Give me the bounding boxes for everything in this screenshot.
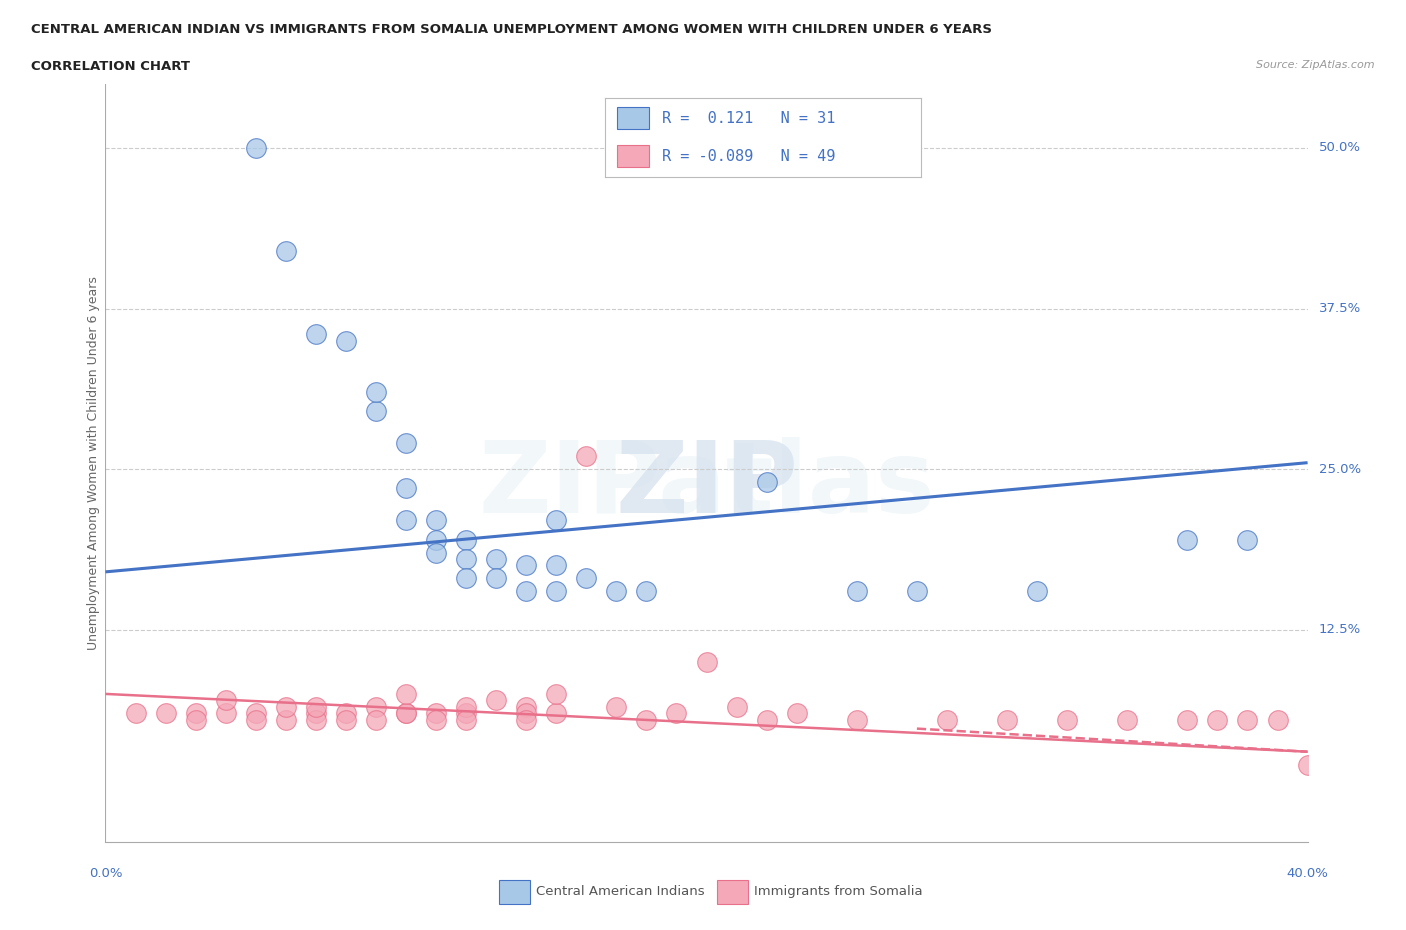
Point [995, 712, 1018, 727]
Point [245, 140, 267, 155]
Point [425, 545, 447, 560]
Point [905, 584, 928, 599]
Point [364, 699, 387, 714]
Point [364, 385, 387, 400]
Point [515, 706, 537, 721]
Text: Immigrants from Somalia: Immigrants from Somalia [754, 885, 922, 898]
Point [454, 712, 477, 727]
Point [1206, 712, 1229, 727]
Point [1296, 757, 1319, 772]
Point [1175, 712, 1198, 727]
Point [665, 706, 688, 721]
Y-axis label: Unemployment Among Women with Children Under 6 years: Unemployment Among Women with Children U… [87, 275, 100, 650]
Text: 25.0%: 25.0% [1319, 462, 1361, 475]
Point [395, 686, 418, 701]
Point [364, 404, 387, 418]
Point [1267, 712, 1289, 727]
Point [515, 558, 537, 573]
Point [515, 584, 537, 599]
Point [395, 706, 418, 721]
Text: 12.5%: 12.5% [1319, 623, 1361, 636]
Point [936, 712, 959, 727]
Text: Source: ZipAtlas.com: Source: ZipAtlas.com [1257, 60, 1375, 71]
Point [605, 699, 627, 714]
Point [636, 712, 658, 727]
Point [305, 706, 328, 721]
Point [546, 686, 568, 701]
Point [845, 712, 868, 727]
Point [515, 699, 537, 714]
Point [124, 706, 146, 721]
Point [425, 706, 447, 721]
Text: 40.0%: 40.0% [1286, 867, 1329, 880]
Text: ZIPatlas: ZIPatlas [478, 437, 935, 534]
Point [425, 712, 447, 727]
Point [184, 712, 207, 727]
Point [274, 712, 297, 727]
Point [425, 513, 447, 528]
Point [1026, 584, 1049, 599]
Point [845, 584, 868, 599]
Point [1236, 712, 1258, 727]
Text: R =  0.121   N = 31: R = 0.121 N = 31 [662, 111, 835, 126]
Point [546, 513, 568, 528]
Point [305, 326, 328, 341]
Point [395, 481, 418, 496]
Point [214, 693, 236, 708]
Point [485, 571, 508, 586]
Point [274, 699, 297, 714]
Point [425, 532, 447, 547]
Point [155, 706, 177, 721]
Point [546, 584, 568, 599]
Point [1236, 532, 1258, 547]
Text: R = -0.089   N = 49: R = -0.089 N = 49 [662, 149, 835, 164]
Point [485, 551, 508, 566]
Bar [617, 107, 650, 129]
Point [696, 655, 718, 670]
Point [636, 584, 658, 599]
Point [755, 474, 778, 489]
Point [454, 706, 477, 721]
Point [786, 706, 808, 721]
Text: 0.0%: 0.0% [89, 867, 122, 880]
Point [1116, 712, 1139, 727]
Point [305, 712, 328, 727]
Point [1056, 712, 1078, 727]
Text: Central American Indians: Central American Indians [536, 885, 704, 898]
Point [245, 712, 267, 727]
Point [305, 699, 328, 714]
Point [454, 551, 477, 566]
Point [395, 436, 418, 451]
Text: 37.5%: 37.5% [1319, 302, 1361, 315]
Point [1175, 532, 1198, 547]
Point [575, 449, 598, 464]
Bar [617, 145, 650, 167]
Point [335, 712, 357, 727]
Text: 50.0%: 50.0% [1319, 141, 1361, 154]
Point [335, 333, 357, 348]
Point [395, 706, 418, 721]
Point [214, 706, 236, 721]
Point [485, 693, 508, 708]
Point [364, 712, 387, 727]
Point [245, 706, 267, 721]
Point [335, 706, 357, 721]
Point [454, 571, 477, 586]
Point [515, 712, 537, 727]
Text: CORRELATION CHART: CORRELATION CHART [31, 60, 190, 73]
Point [274, 244, 297, 259]
Point [725, 699, 748, 714]
Point [454, 699, 477, 714]
Point [605, 584, 627, 599]
Point [454, 532, 477, 547]
Point [755, 712, 778, 727]
Point [184, 706, 207, 721]
Point [395, 513, 418, 528]
Text: CENTRAL AMERICAN INDIAN VS IMMIGRANTS FROM SOMALIA UNEMPLOYMENT AMONG WOMEN WITH: CENTRAL AMERICAN INDIAN VS IMMIGRANTS FR… [31, 23, 991, 36]
Text: ZIP: ZIP [614, 437, 799, 534]
Point [575, 571, 598, 586]
Point [546, 558, 568, 573]
Point [546, 706, 568, 721]
